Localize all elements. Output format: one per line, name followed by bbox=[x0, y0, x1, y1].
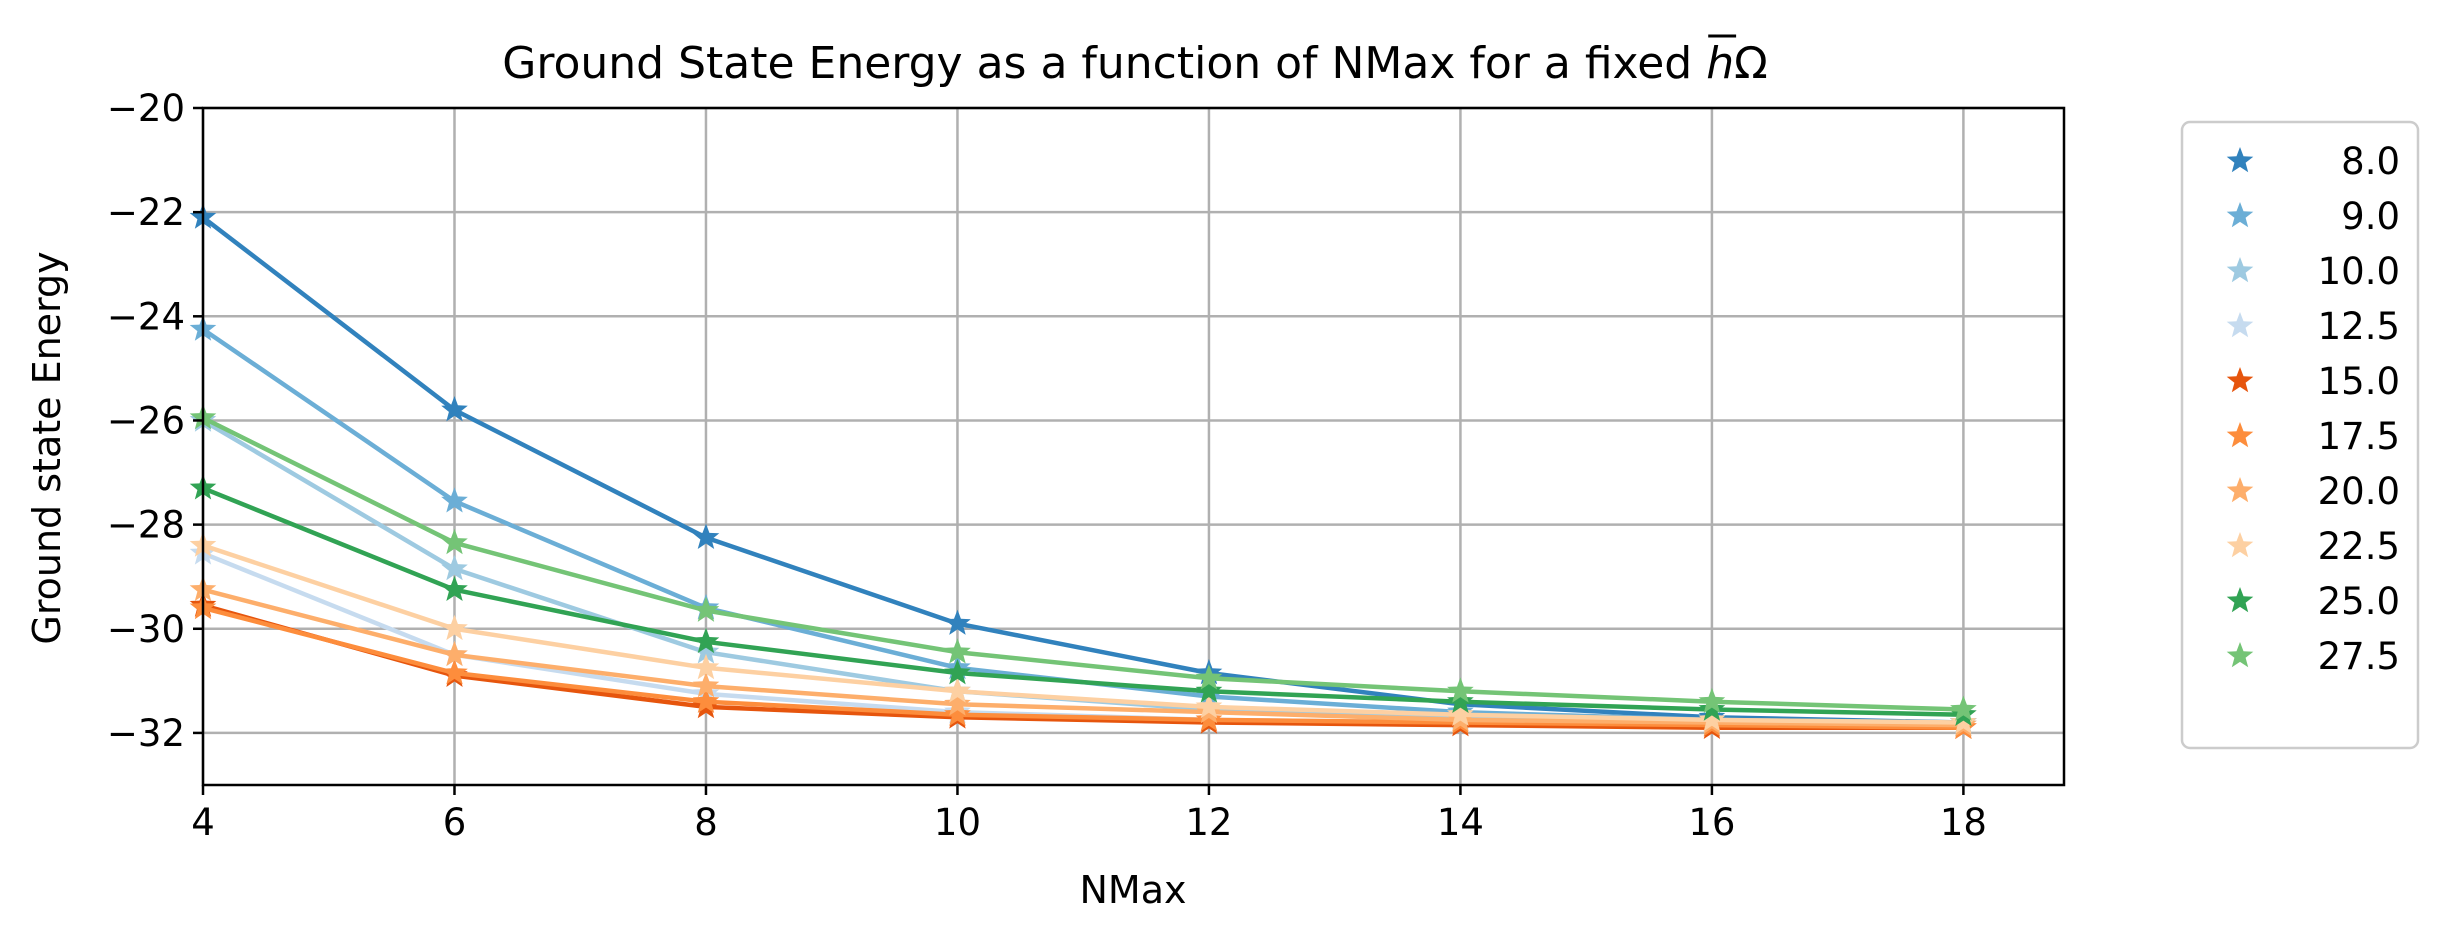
x-tick-label: 6 bbox=[443, 801, 467, 844]
legend-label: 8.0 bbox=[2341, 140, 2400, 183]
legend-item: 10.0 bbox=[2226, 250, 2400, 293]
data-point bbox=[441, 554, 468, 581]
data-point bbox=[944, 700, 971, 726]
x-tick-label: 18 bbox=[1940, 801, 1987, 844]
chart-title: Ground State Energy as a function of NMa… bbox=[502, 38, 1767, 89]
legend-marker bbox=[2226, 312, 2254, 338]
series-line bbox=[201, 415, 1964, 712]
data-point bbox=[692, 687, 720, 713]
data-point bbox=[1698, 687, 1726, 713]
x-axis-label: NMax bbox=[1080, 868, 1187, 912]
data-point bbox=[441, 614, 468, 641]
data-point bbox=[944, 638, 971, 664]
legend-label: 10.0 bbox=[2318, 250, 2400, 293]
legend-label: 17.5 bbox=[2318, 415, 2400, 458]
data-point bbox=[1950, 695, 1977, 721]
legend-label: 20.0 bbox=[2318, 470, 2400, 513]
chart-title-text: Ground State Energy as a function of NMa… bbox=[502, 38, 1706, 89]
x-tick-label: 14 bbox=[1437, 801, 1484, 844]
data-point bbox=[1195, 677, 1223, 703]
legend-label: 25.0 bbox=[2318, 580, 2400, 623]
series-line bbox=[202, 603, 1964, 730]
x-tick-label: 8 bbox=[694, 801, 718, 844]
data-point bbox=[1950, 708, 1977, 734]
data-point bbox=[441, 575, 468, 601]
data-point bbox=[441, 396, 468, 422]
grid bbox=[201, 106, 2064, 785]
data-point bbox=[441, 487, 468, 513]
plot-frame bbox=[201, 106, 2066, 787]
data-point bbox=[692, 523, 720, 549]
legend-label: 15.0 bbox=[2318, 360, 2400, 403]
data-point bbox=[944, 659, 971, 685]
legend-label: 9.0 bbox=[2341, 195, 2400, 238]
legend-marker bbox=[2226, 202, 2254, 228]
legend-label: 12.5 bbox=[2318, 305, 2400, 348]
data-point bbox=[1195, 705, 1223, 732]
axes: 4 6 8 10 12 14 16 18 −20 −22 −24 −26 −28 −30 −32 bbox=[107, 87, 1987, 844]
x-tick-label: 12 bbox=[1185, 801, 1232, 844]
data-point bbox=[441, 640, 468, 667]
title-hbar-symbol: h bbox=[1706, 38, 1734, 89]
data-point bbox=[692, 653, 720, 680]
y-tick-label: −30 bbox=[107, 608, 185, 651]
x-tick-label: 10 bbox=[934, 801, 981, 844]
series-line bbox=[202, 587, 1964, 728]
legend-label: 22.5 bbox=[2318, 525, 2400, 568]
series-line bbox=[202, 486, 1964, 717]
legend-marker bbox=[2226, 422, 2254, 448]
data-point bbox=[1698, 705, 1726, 732]
data-point bbox=[692, 638, 720, 664]
title-omega-symbol: Ω bbox=[1734, 38, 1768, 89]
legend-marker bbox=[2226, 642, 2254, 668]
y-tick-label: −32 bbox=[107, 712, 185, 755]
series-line bbox=[201, 215, 1964, 725]
data-point bbox=[441, 528, 468, 555]
data-point bbox=[692, 596, 720, 622]
data-point bbox=[944, 677, 971, 703]
legend-marker bbox=[2226, 477, 2254, 503]
y-tick-label: −28 bbox=[107, 504, 185, 547]
x-tick-label: 16 bbox=[1688, 801, 1735, 844]
series-line bbox=[202, 605, 1964, 730]
data-point bbox=[944, 609, 971, 635]
data-point bbox=[1195, 664, 1223, 690]
data-point bbox=[1447, 687, 1474, 713]
legend-marker bbox=[2226, 532, 2254, 558]
legend-marker bbox=[2226, 257, 2254, 283]
y-axis-label: Ground state Energy bbox=[25, 251, 69, 644]
data-point bbox=[1447, 677, 1474, 703]
y-tick-label: −22 bbox=[107, 191, 185, 234]
data-point bbox=[1195, 692, 1223, 719]
series-10.0 bbox=[189, 406, 1977, 737]
legend-marker bbox=[2226, 587, 2254, 613]
series-25.0 bbox=[189, 474, 1977, 726]
legend-marker bbox=[2226, 147, 2254, 173]
legend-item: 15.0 bbox=[2226, 360, 2400, 403]
data-point bbox=[692, 672, 720, 698]
legend-item: 17.5 bbox=[2226, 415, 2400, 458]
legend-item: 25.0 bbox=[2226, 580, 2400, 623]
legend-item: 27.5 bbox=[2226, 635, 2400, 678]
data-point bbox=[441, 659, 468, 685]
data-point bbox=[692, 627, 720, 654]
y-tick-label: −20 bbox=[107, 87, 185, 130]
x-tick-label: 4 bbox=[191, 801, 215, 844]
y-tick-label: −24 bbox=[107, 295, 185, 338]
legend-item: 8.0 bbox=[2226, 140, 2400, 183]
data-point bbox=[1447, 700, 1474, 726]
y-tick-label: −26 bbox=[107, 399, 185, 442]
series-line bbox=[202, 543, 1964, 725]
legend-item: 22.5 bbox=[2226, 525, 2400, 568]
legend-marker bbox=[2226, 367, 2254, 393]
legend-item: 9.0 bbox=[2226, 195, 2400, 238]
legend-label: 27.5 bbox=[2318, 635, 2400, 678]
legend-item: 20.0 bbox=[2226, 470, 2400, 513]
legend: 8.0 9.0 10.0 12.5 15.0 17.5 20.0 22.5 25.0 27.5 bbox=[2180, 120, 2420, 750]
legend-item: 12.5 bbox=[2226, 305, 2400, 348]
series-layer bbox=[189, 203, 1977, 739]
data-point bbox=[1698, 695, 1726, 721]
data-point bbox=[944, 690, 971, 716]
